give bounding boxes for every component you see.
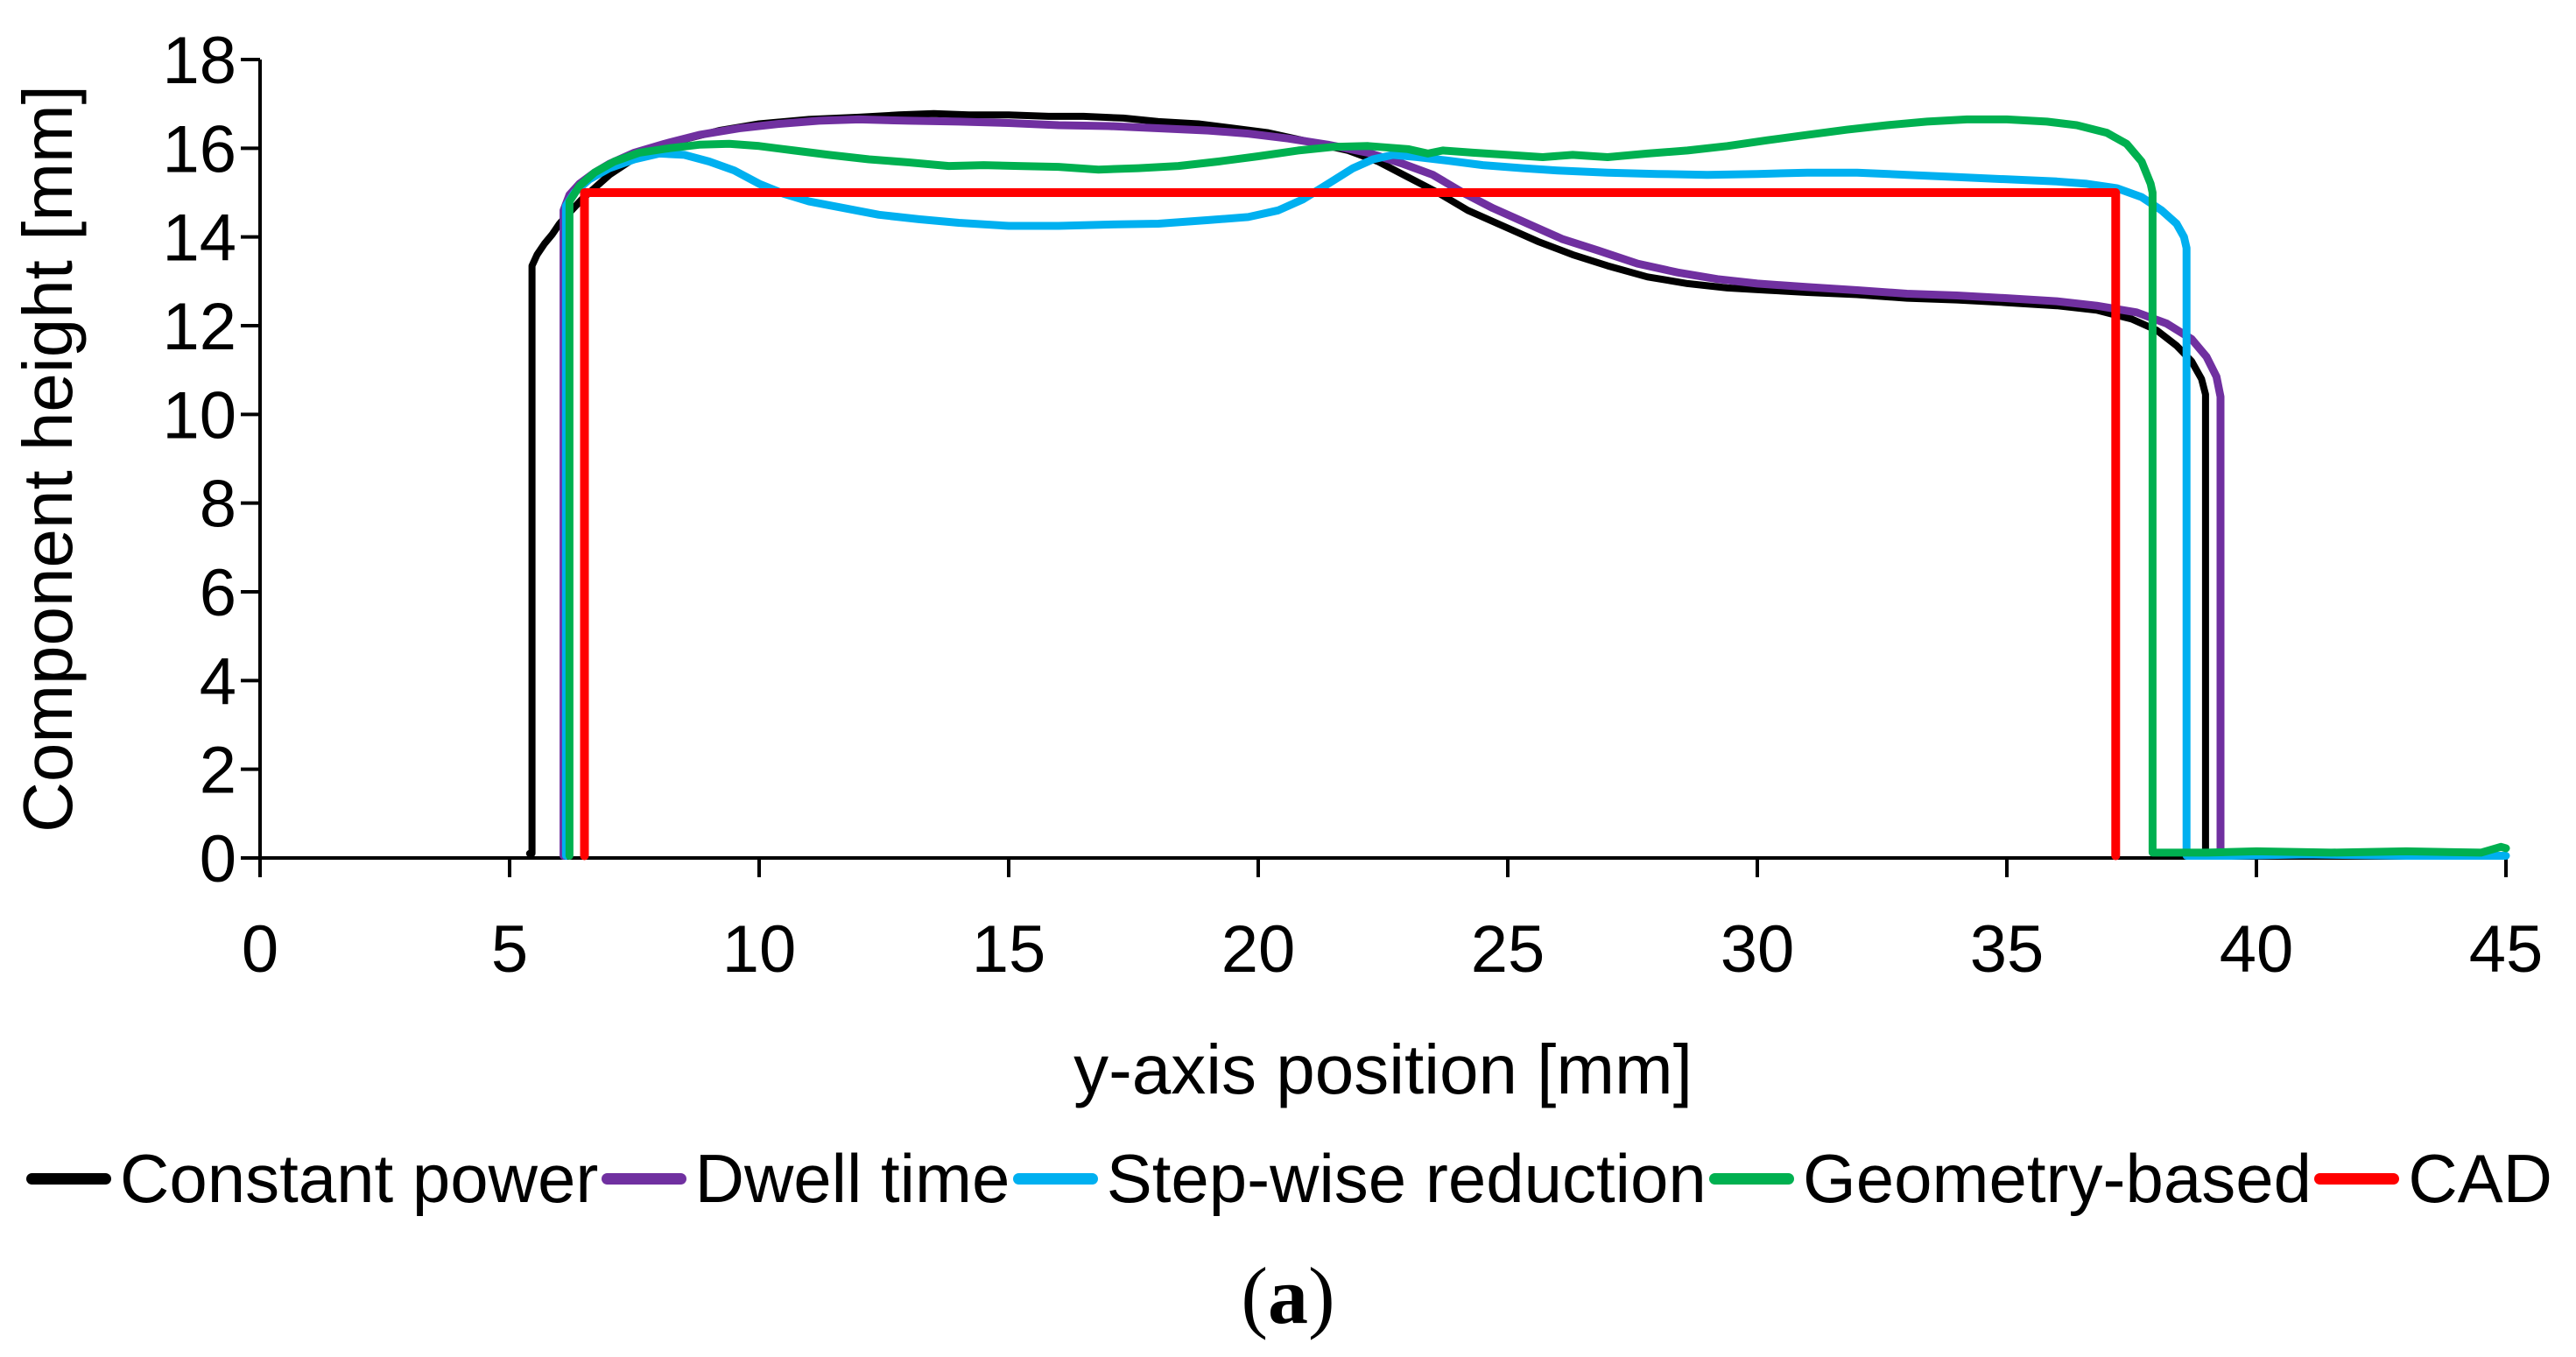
y-tick-label: 6 [200,556,236,630]
x-tick-label: 5 [491,912,528,987]
legend-item-cad: CAD [2314,1144,2552,1213]
legend-item-constant-power: Constant power [26,1144,598,1213]
legend-swatch-dwell-time [601,1172,686,1185]
series-line-constant-power [525,109,2209,860]
legend-item-dwell-time: Dwell time [601,1140,1010,1217]
y-tick-label: 2 [200,734,236,808]
legend-label-constant-power: Constant power [120,1140,599,1217]
x-tick-label: 30 [1721,912,1795,987]
legend-swatch-constant-power [26,1172,111,1185]
x-tick-label: 10 [722,912,797,987]
x-tick-label: 15 [972,912,1046,987]
series-line-step-wise-reduction [561,149,2510,860]
y-tick-label: 10 [162,378,236,453]
figure-caption: (a) [0,1254,2576,1338]
legend-swatch-cad [2314,1172,2400,1185]
y-tick-label: 16 [162,112,236,186]
x-tick-label: 0 [242,912,278,987]
x-tick-label: 35 [1970,912,2045,987]
legend-label-cad: CAD [2408,1140,2552,1217]
legend-item-step-wise-reduction: Step-wise reduction [1012,1140,1707,1217]
series-line-dwell-time [560,115,2225,860]
x-tick-label: 20 [1221,912,1296,987]
x-tick-label: 25 [1471,912,1545,987]
legend-swatch-step-wise-reduction [1012,1172,1098,1185]
x-axis-title: y-axis position [mm] [1073,1030,1693,1108]
caption-label: a [1268,1251,1308,1340]
series-line-cad [580,188,2121,861]
legend-item-geometry-based: Geometry-based [1709,1144,2312,1213]
caption-open-paren: ( [1241,1251,1268,1340]
legend-swatch-geometry-based [1709,1172,1795,1185]
x-tick-label: 45 [2469,912,2544,987]
y-tick-label: 14 [162,201,236,276]
legend-label-dwell-time: Dwell time [694,1140,1010,1217]
series-line-geometry-based [565,115,2510,860]
y-tick-label: 0 [200,822,236,896]
y-tick-label: 12 [162,290,236,364]
y-axis-title: Component height [mm] [9,85,87,833]
y-tick-label: 18 [162,24,236,98]
y-tick-label: 4 [200,644,236,719]
legend-label-geometry-based: Geometry-based [1803,1140,2312,1217]
y-tick-label: 8 [200,468,236,542]
legend: Constant power Dwell time Step-wise reduct… [26,1135,2552,1222]
x-tick-label: 40 [2220,912,2294,987]
caption-close-paren: ) [1308,1251,1335,1340]
legend-label-step-wise-reduction: Step-wise reduction [1106,1140,1707,1217]
